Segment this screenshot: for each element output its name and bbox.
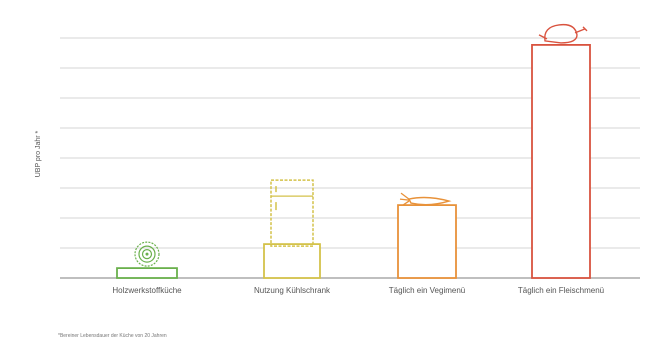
wood-rings-icon: [134, 241, 160, 267]
y-axis-label: UBP pro Jahr *: [35, 130, 42, 177]
category-label: Täglich ein Fleischmenü: [518, 286, 604, 295]
fridge-icon: [270, 179, 314, 247]
category-labels: Holzwerkstoffküche Nutzung Kühlschrank Täg…: [112, 286, 604, 295]
category-label: Holzwerkstoffküche: [112, 286, 182, 295]
carrot-icon: [399, 192, 452, 206]
bar-2: [263, 243, 321, 279]
chicken-icon: [538, 23, 588, 44]
bar-icons: [134, 23, 588, 267]
category-label: Täglich ein Vegimenü: [389, 286, 466, 295]
bars: [116, 44, 591, 279]
bar-3: [397, 204, 457, 279]
bar-1: [116, 267, 178, 279]
bar-4: [531, 44, 591, 279]
category-label: Nutzung Kühlschrank: [254, 286, 331, 295]
footnote: *Bereiner Lebensdauer der Küche von 20 J…: [58, 333, 167, 339]
